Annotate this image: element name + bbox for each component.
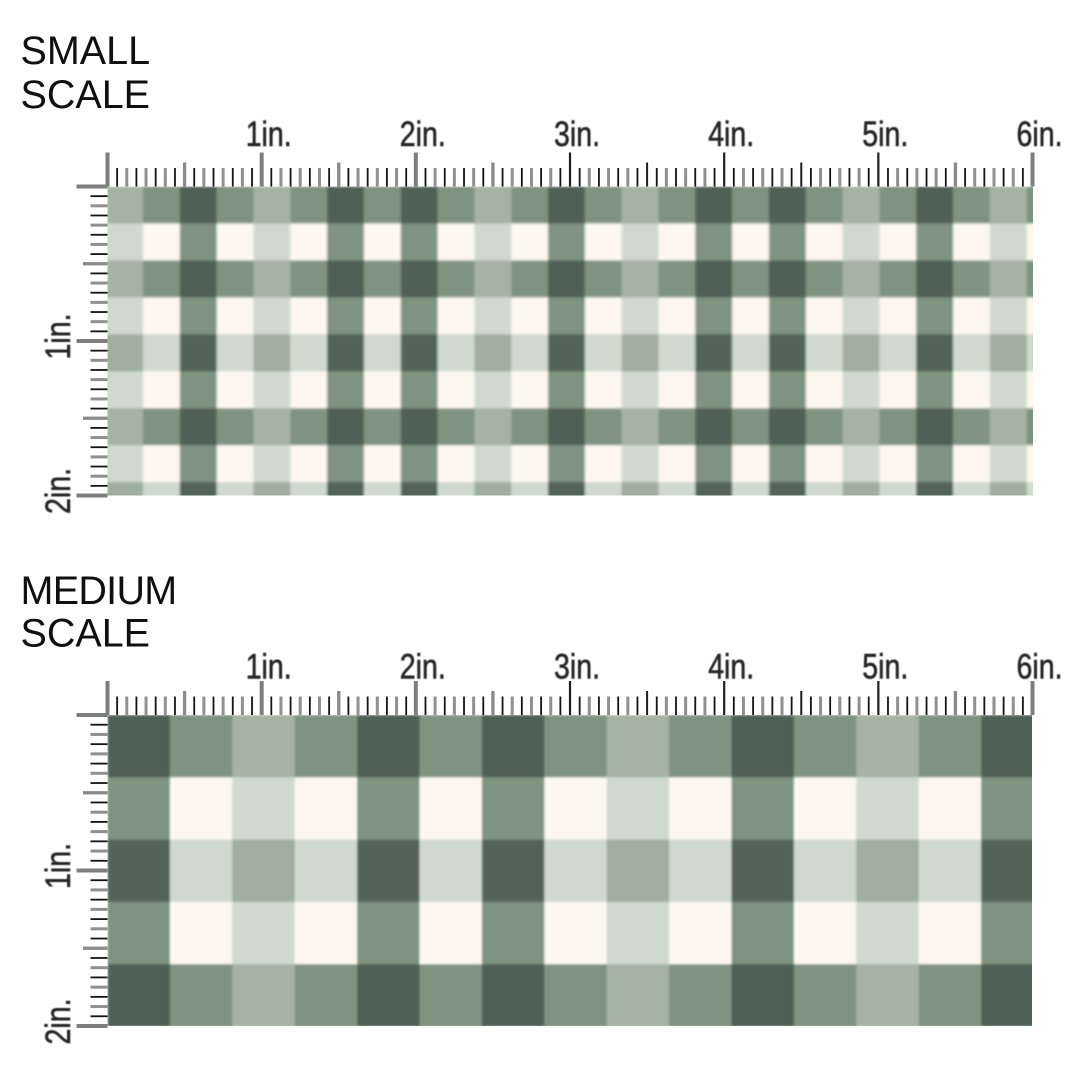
svg-text:2in.: 2in.: [400, 115, 446, 154]
svg-text:2in.: 2in.: [39, 468, 78, 514]
svg-text:5in.: 5in.: [862, 115, 908, 154]
svg-text:SMALL: SMALL: [21, 29, 151, 73]
svg-text:6in.: 6in.: [1017, 115, 1063, 154]
svg-text:1in.: 1in.: [39, 314, 78, 360]
svg-text:3in.: 3in.: [554, 648, 600, 687]
svg-text:1in.: 1in.: [246, 648, 292, 687]
svg-text:6in.: 6in.: [1017, 648, 1063, 687]
svg-text:1in.: 1in.: [246, 115, 292, 154]
svg-text:4in.: 4in.: [708, 115, 754, 154]
svg-text:2in.: 2in.: [39, 999, 78, 1045]
svg-text:4in.: 4in.: [708, 648, 754, 687]
svg-text:SCALE: SCALE: [21, 73, 151, 117]
svg-text:1in.: 1in.: [39, 843, 78, 889]
svg-text:3in.: 3in.: [554, 115, 600, 154]
svg-text:MEDIUM: MEDIUM: [21, 569, 177, 613]
svg-text:SCALE: SCALE: [21, 612, 151, 656]
svg-text:2in.: 2in.: [400, 648, 446, 687]
svg-text:5in.: 5in.: [862, 648, 908, 687]
